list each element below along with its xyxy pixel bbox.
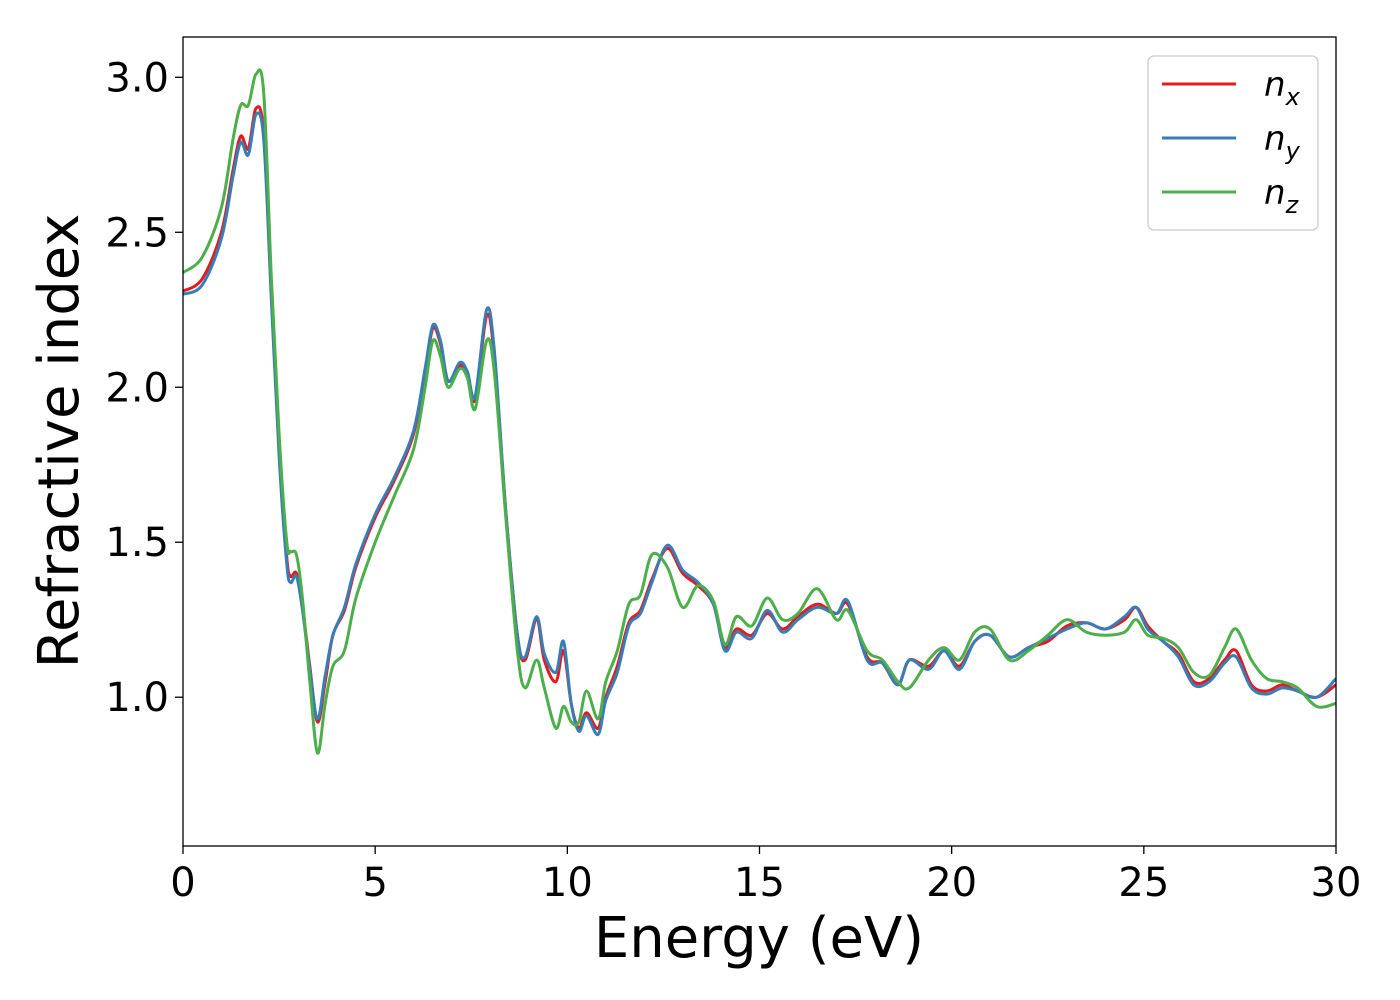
legend-label-sub: x	[1285, 83, 1301, 111]
legend-label-main: n	[1264, 173, 1286, 213]
y-axis-title: Refractive index	[27, 214, 92, 669]
legend-label-sub: z	[1285, 191, 1300, 219]
y-axis-ticks: 1.0 1.5 2.0 2.5 3.0	[105, 55, 183, 721]
legend-label-main: n	[1264, 119, 1286, 159]
y-tick-label: 1.5	[105, 520, 169, 566]
y-tick-label: 3.0	[105, 55, 169, 101]
legend-label: nz	[1264, 173, 1300, 219]
plot-area	[183, 37, 1336, 846]
x-tick-label: 25	[1118, 860, 1169, 906]
x-tick-label: 0	[170, 860, 195, 906]
x-tick-label: 10	[542, 860, 593, 906]
legend-label-main: n	[1264, 65, 1286, 105]
x-tick-label: 20	[926, 860, 977, 906]
legend-label-sub: y	[1285, 137, 1301, 165]
x-tick-label: 30	[1311, 860, 1362, 906]
series-layer	[183, 68, 1336, 755]
y-tick-label: 1.0	[105, 675, 169, 721]
legend-label: ny	[1264, 119, 1301, 165]
x-tick-label: 15	[734, 860, 785, 906]
legend-label: nx	[1264, 65, 1301, 111]
y-tick-label: 2.0	[105, 365, 169, 411]
x-axis-ticks: 0 5 10 15 20 25 30	[170, 846, 1361, 906]
y-tick-label: 2.5	[105, 210, 169, 256]
x-axis-title: Energy (eV)	[594, 906, 924, 971]
series-line-n-z	[183, 68, 1336, 755]
x-tick-label: 5	[362, 860, 387, 906]
legend-box	[1147, 55, 1319, 231]
